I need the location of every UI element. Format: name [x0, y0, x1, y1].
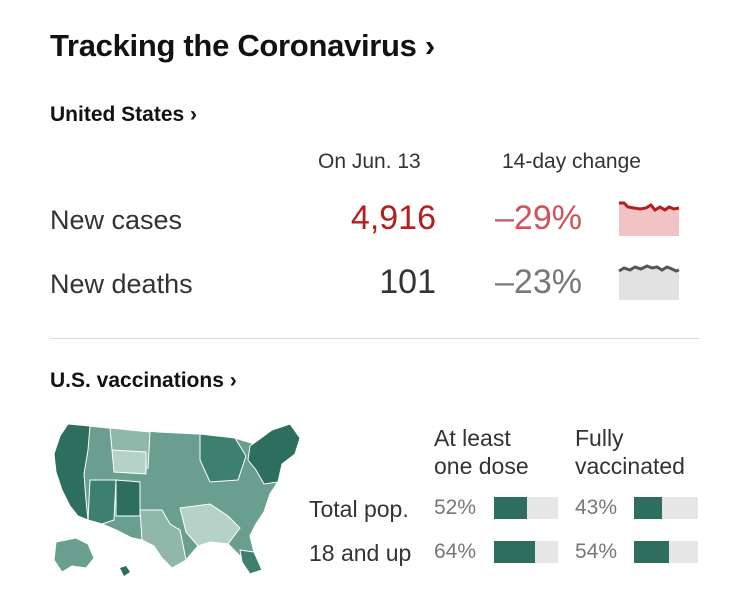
- map-region-northeast: [247, 423, 301, 485]
- column-header-date: On Jun. 13: [318, 150, 421, 173]
- column-header-at-least-one-dose-line1: At least: [434, 425, 511, 451]
- total-pop-one-dose-bar: [494, 497, 558, 519]
- row-label-new-cases: New cases: [50, 205, 183, 235]
- map-region-new-mexico: [115, 479, 141, 517]
- new-cases-sparkline: [619, 201, 680, 236]
- new-deaths-sparkline-line: [618, 264, 680, 273]
- total-pop-one-dose-bar-fill: [494, 497, 528, 519]
- column-header-at-least-one-dose: At least one dose: [434, 424, 529, 480]
- adults-one-dose-bar-fill: [494, 541, 535, 563]
- adults-fully-vaccinated-bar: [634, 541, 698, 563]
- new-cases-sparkline-area: [619, 203, 679, 236]
- map-alaska: [53, 537, 95, 573]
- column-header-fully-vaccinated-line1: Fully: [575, 425, 624, 451]
- row-label-total-pop: Total pop.: [309, 496, 409, 522]
- column-header-fully-vaccinated: Fully vaccinated: [575, 424, 685, 480]
- column-header-fully-vaccinated-line2: vaccinated: [575, 453, 685, 479]
- new-cases-value: 4,916: [350, 199, 436, 237]
- adults-one-dose-pct: 64%: [434, 540, 477, 563]
- adults-fully-vaccinated-bar-fill: [634, 541, 669, 563]
- united-states-link[interactable]: United States ›: [50, 103, 198, 126]
- row-label-18-and-up: 18 and up: [309, 540, 412, 566]
- row-label-new-deaths: New deaths: [50, 269, 193, 299]
- section-divider: [50, 338, 700, 339]
- adults-fully-vaccinated-pct: 54%: [575, 540, 618, 563]
- new-cases-change: –29%: [495, 199, 582, 237]
- map-region-florida: [239, 549, 263, 575]
- map-region-south-light: [179, 503, 241, 547]
- total-pop-fully-vaccinated-bar: [634, 497, 698, 519]
- new-deaths-change: –23%: [495, 263, 582, 301]
- map-region-wyoming: [111, 449, 147, 475]
- new-deaths-value: 101: [379, 263, 436, 301]
- column-header-at-least-one-dose-line2: one dose: [434, 453, 529, 479]
- us-vaccinations-link[interactable]: U.S. vaccinations ›: [50, 369, 237, 392]
- map-region-west-coast: [53, 423, 91, 521]
- page-title[interactable]: Tracking the Coronavirus ›: [50, 28, 435, 63]
- new-deaths-sparkline-area: [619, 266, 679, 300]
- map-region-texas: [139, 509, 187, 569]
- map-region-southwest: [87, 479, 117, 525]
- total-pop-fully-vaccinated-bar-fill: [634, 497, 662, 519]
- column-header-14-day-change: 14-day change: [502, 150, 641, 173]
- us-vaccination-map[interactable]: [50, 420, 305, 580]
- map-hawaii: [120, 566, 130, 576]
- map-region-midwest: [199, 433, 247, 483]
- adults-one-dose-bar: [494, 541, 558, 563]
- new-cases-sparkline-line: [619, 201, 680, 212]
- total-pop-fully-vaccinated-pct: 43%: [575, 496, 618, 519]
- total-pop-one-dose-pct: 52%: [434, 496, 477, 519]
- new-deaths-sparkline: [618, 264, 680, 300]
